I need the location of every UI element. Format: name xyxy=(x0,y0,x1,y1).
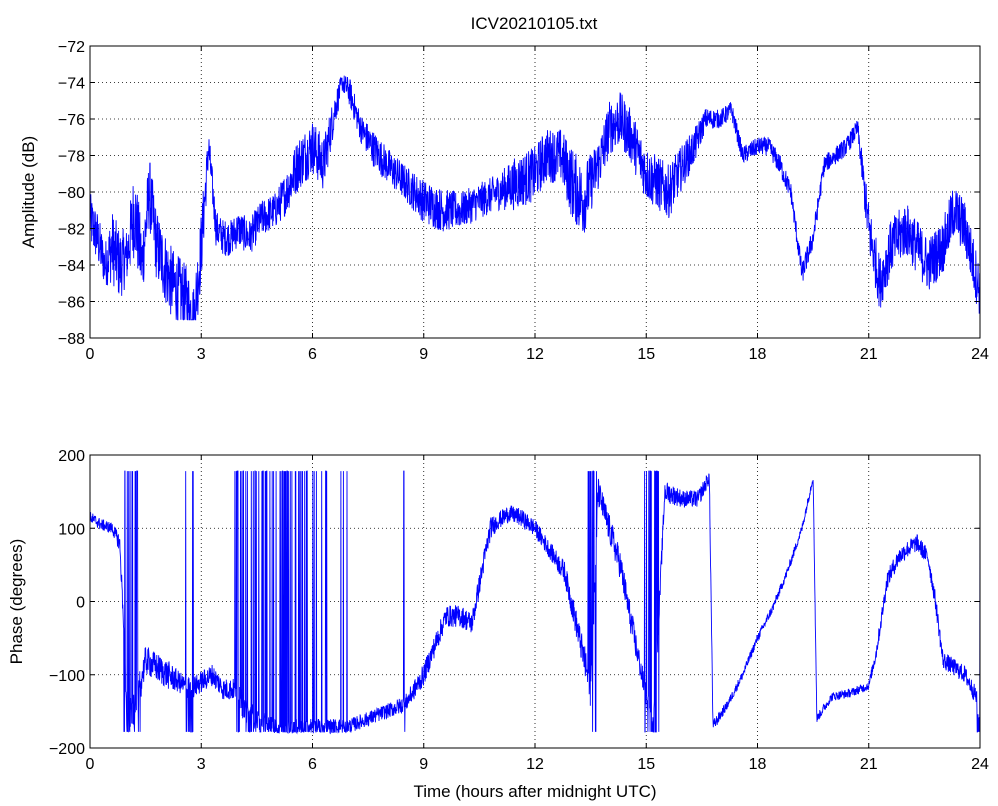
y-tick-label: 0 xyxy=(76,595,85,612)
x-tick-label: 6 xyxy=(308,756,317,773)
y-tick-label: −74 xyxy=(58,76,85,93)
x-tick-label: 3 xyxy=(197,756,206,773)
phase-plot: 0 3 6 9 12 15 18 21 24 −200 −100 0 100 200 Phase (degr… xyxy=(7,448,989,801)
x-tick-label: 24 xyxy=(971,756,989,773)
x-tick-label: 15 xyxy=(637,756,655,773)
y-tick-label: −200 xyxy=(49,741,85,758)
x-tick-label: 18 xyxy=(749,756,767,773)
y-tick-label: 200 xyxy=(58,448,85,465)
x-axis-label: Time (hours after midnight UTC) xyxy=(413,782,656,801)
figure-title: ICV20210105.txt xyxy=(471,14,598,33)
x-tick-label: 0 xyxy=(86,756,95,773)
series-line xyxy=(90,75,980,321)
y-axis-label: Phase (degrees) xyxy=(7,539,26,665)
y-tick-label: −86 xyxy=(58,295,85,312)
x-tick-label: 24 xyxy=(971,346,989,363)
y-tick-label: −88 xyxy=(58,331,85,348)
x-tick-label: 15 xyxy=(637,346,655,363)
y-axis-label: Amplitude (dB) xyxy=(19,136,38,248)
y-tick-label: −84 xyxy=(58,258,85,275)
x-tick-label: 6 xyxy=(308,346,317,363)
amplitude-plot: 0 3 6 9 12 15 18 21 24 −88 −86 −84 −82 −80 −78 −76 −74 −7… xyxy=(19,39,989,363)
x-tick-label: 9 xyxy=(419,346,428,363)
x-tick-label: 3 xyxy=(197,346,206,363)
y-tick-label: −80 xyxy=(58,185,85,202)
x-tick-label: 0 xyxy=(86,346,95,363)
y-tick-label: −78 xyxy=(58,149,85,166)
y-tick-label: −100 xyxy=(49,668,85,685)
x-tick-label: 9 xyxy=(419,756,428,773)
x-tick-label: 21 xyxy=(860,756,878,773)
y-tick-label: −72 xyxy=(58,39,85,56)
y-tick-label: −82 xyxy=(58,222,85,239)
series-line xyxy=(90,470,980,735)
y-tick-label: 100 xyxy=(58,521,85,538)
y-tick-label: −76 xyxy=(58,112,85,129)
x-tick-label: 12 xyxy=(526,346,544,363)
x-tick-label: 21 xyxy=(860,346,878,363)
x-tick-label: 18 xyxy=(749,346,767,363)
x-tick-label: 12 xyxy=(526,756,544,773)
